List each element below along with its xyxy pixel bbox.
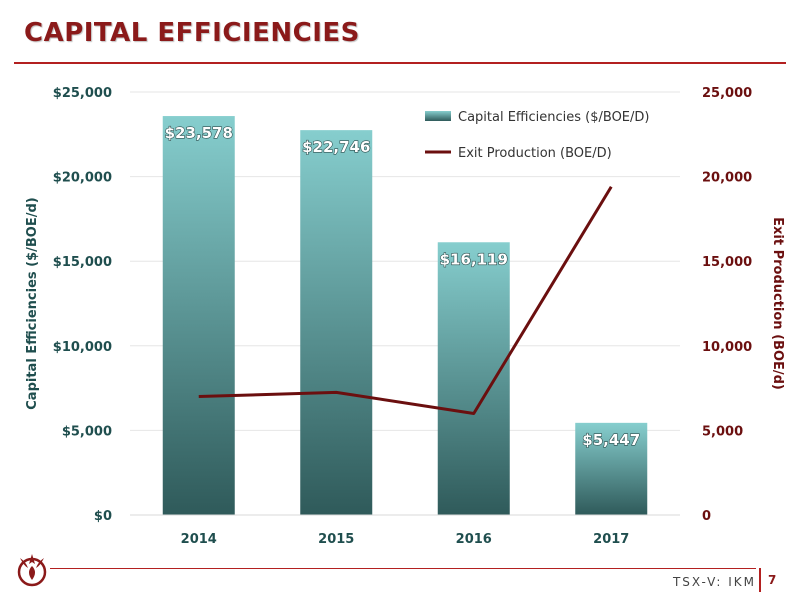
bar-data-label: $22,746 — [302, 138, 370, 156]
ticker-symbol: TSX-V: IKM — [672, 575, 756, 589]
x-tick-label: 2016 — [456, 532, 492, 547]
bar-data-label: $16,119 — [440, 250, 508, 268]
y-tick-label: $25,000 — [53, 86, 112, 101]
legend-label-line: Exit Production (BOE/D) — [458, 146, 612, 161]
y-tick-label: $15,000 — [53, 255, 112, 270]
x-tick-label: 2015 — [318, 532, 354, 547]
x-tick-label: 2014 — [181, 532, 217, 547]
legend-label-bar: Capital Efficiencies ($/BOE/D) — [458, 110, 649, 125]
y2-tick-label: 20,000 — [702, 171, 752, 186]
bar-series — [162, 116, 648, 515]
data-labels: $23,578 $22,746 $16,119 $5,447 — [164, 123, 641, 449]
y-tick-label: $0 — [94, 509, 112, 524]
bar — [575, 422, 648, 515]
y2-axis-title: Exit Production (BOE/d) — [770, 217, 785, 390]
bar-data-label: $23,578 — [165, 124, 233, 142]
bar-data-label: $5,447 — [582, 431, 640, 449]
page-number: 7 — [768, 573, 777, 587]
legend: Capital Efficiencies ($/BOE/D) Exit Produ… — [425, 110, 649, 161]
page-title: CAPITAL EFFICIENCIES — [24, 18, 360, 48]
bar — [437, 242, 510, 515]
x-tick-label: 2017 — [593, 532, 629, 547]
y2-tick-label: 0 — [702, 509, 711, 524]
y2-tick-label: 10,000 — [702, 340, 752, 355]
y-tick-label: $10,000 — [53, 340, 112, 355]
legend-swatch-bar — [425, 111, 451, 121]
axes: $0 $5,000 $10,000 $15,000 $20,000 $25,000 0 5,0… — [25, 86, 785, 547]
phoenix-logo-icon — [17, 554, 47, 587]
y2-tick-label: 5,000 — [702, 424, 743, 439]
y2-tick-label: 15,000 — [702, 255, 752, 270]
y-axis-title: Capital Efficiencies ($/BOE/d) — [25, 197, 40, 409]
bar — [162, 116, 235, 515]
exit-production-line — [198, 185, 613, 415]
y-tick-label: $20,000 — [53, 171, 112, 186]
footer-divider — [50, 568, 756, 569]
y2-tick-label: 25,000 — [702, 86, 752, 101]
title-divider — [14, 62, 786, 64]
bar — [300, 130, 373, 515]
y-tick-label: $5,000 — [62, 424, 112, 439]
line-series — [198, 185, 613, 415]
footer-separator — [759, 568, 761, 592]
